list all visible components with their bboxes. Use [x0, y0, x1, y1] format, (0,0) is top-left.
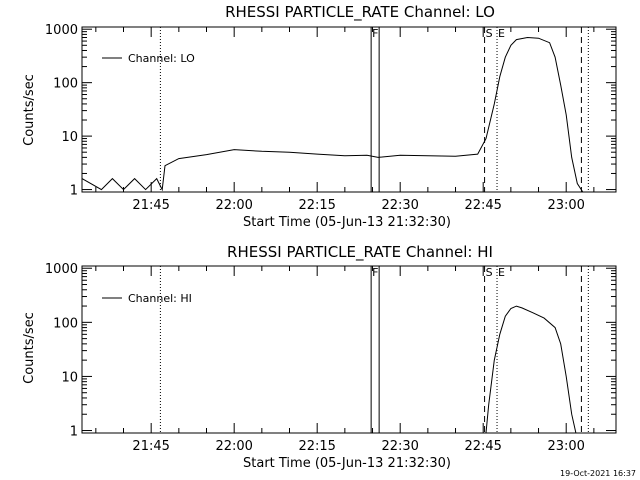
y-tick-label: 1000 [45, 262, 78, 277]
legend-label-hi: Channel: HI [128, 292, 192, 305]
y-tick-label: 10 [61, 370, 78, 385]
y-tick-label: 1 [70, 425, 78, 440]
chart-panel-lo: RHESSI PARTICLE_RATE Channel: LO 1101001… [22, 3, 617, 230]
y-tick-label: 10 [61, 130, 78, 145]
x-axis-label-lo: Start Time (05-Jun-13 21:32:30) [243, 215, 451, 230]
y-ticks-hi: 1 10 100 1000 [45, 262, 616, 440]
x-tick-label: 21:45 [132, 439, 169, 454]
legend-lo: Channel: LO [102, 52, 195, 65]
x-axis-label-hi: Start Time (05-Jun-13 21:32:30) [243, 456, 451, 471]
chart-panel-hi: RHESSI PARTICLE_RATE Channel: HI 1101001… [22, 243, 617, 471]
y-ticks-lo: 1 10 100 1000 [45, 23, 616, 199]
x-tick-label: 21:45 [132, 198, 169, 213]
y-tick-label: 100 [53, 77, 78, 92]
x-tick-label: 22:45 [464, 439, 501, 454]
y-tick-label: 1000 [45, 23, 78, 38]
x-tick-label: 22:30 [381, 198, 418, 213]
annotation-label: F [372, 266, 378, 279]
y-tick-label: 100 [53, 316, 78, 331]
y-tick-label: 1 [70, 184, 78, 199]
plot-frame-hi [81, 265, 617, 434]
y-axis-label-lo: Counts/sec [22, 74, 37, 146]
x-tick-label: 22:45 [464, 198, 501, 213]
annotation-label: E [498, 266, 505, 279]
y-axis-label-hi: Counts/sec [22, 312, 37, 384]
annotation-label: E [498, 27, 505, 40]
x-ticks-hi: 21:45 22:00 22:15 22:30 22:45 23:00 [95, 266, 595, 454]
x-tick-label: 22:15 [298, 439, 335, 454]
series-line-hi [485, 305, 577, 434]
legend-label-lo: Channel: LO [128, 52, 195, 65]
series-line-lo [81, 36, 584, 193]
x-tick-label: 23:00 [547, 198, 584, 213]
annotation-label: S [486, 27, 493, 40]
annotation-label: S [486, 266, 493, 279]
x-tick-label: 22:00 [215, 198, 252, 213]
legend-hi: Channel: HI [102, 292, 192, 305]
chart-title-lo: RHESSI PARTICLE_RATE Channel: LO [225, 3, 495, 22]
x-tick-label: 22:30 [381, 439, 418, 454]
x-ticks-lo: 21:45 22:00 22:15 22:30 22:45 23:00 [95, 27, 595, 213]
x-tick-label: 22:15 [298, 198, 335, 213]
chart-title-hi: RHESSI PARTICLE_RATE Channel: HI [227, 243, 493, 262]
x-tick-label: 22:00 [215, 439, 252, 454]
x-tick-label: 23:00 [547, 439, 584, 454]
annotation-label: F [372, 27, 378, 40]
plot-frame-lo [81, 26, 617, 193]
footer-timestamp: 19-Oct-2021 16:37 [560, 469, 636, 478]
